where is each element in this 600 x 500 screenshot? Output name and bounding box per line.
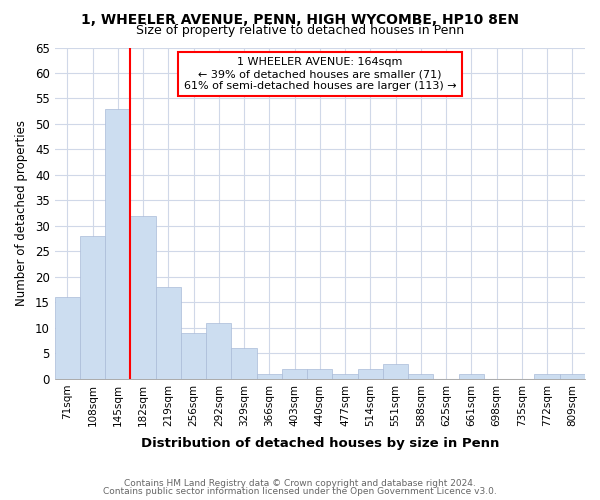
- Bar: [55, 298, 80, 379]
- Bar: [332, 374, 358, 379]
- Bar: [358, 368, 383, 379]
- Text: Size of property relative to detached houses in Penn: Size of property relative to detached ho…: [136, 24, 464, 37]
- Text: 1, WHEELER AVENUE, PENN, HIGH WYCOMBE, HP10 8EN: 1, WHEELER AVENUE, PENN, HIGH WYCOMBE, H…: [81, 12, 519, 26]
- Bar: [459, 374, 484, 379]
- Bar: [307, 368, 332, 379]
- Bar: [408, 374, 433, 379]
- Bar: [232, 348, 257, 379]
- Text: Contains public sector information licensed under the Open Government Licence v3: Contains public sector information licen…: [103, 487, 497, 496]
- Bar: [535, 374, 560, 379]
- Bar: [257, 374, 282, 379]
- Bar: [206, 323, 232, 379]
- Bar: [155, 287, 181, 379]
- Bar: [105, 108, 130, 379]
- X-axis label: Distribution of detached houses by size in Penn: Distribution of detached houses by size …: [140, 437, 499, 450]
- Text: Contains HM Land Registry data © Crown copyright and database right 2024.: Contains HM Land Registry data © Crown c…: [124, 478, 476, 488]
- Bar: [130, 216, 155, 379]
- Bar: [282, 368, 307, 379]
- Text: 1 WHEELER AVENUE: 164sqm
← 39% of detached houses are smaller (71)
61% of semi-d: 1 WHEELER AVENUE: 164sqm ← 39% of detach…: [184, 58, 456, 90]
- Bar: [181, 333, 206, 379]
- Bar: [383, 364, 408, 379]
- Bar: [80, 236, 105, 379]
- Bar: [560, 374, 585, 379]
- Y-axis label: Number of detached properties: Number of detached properties: [15, 120, 28, 306]
